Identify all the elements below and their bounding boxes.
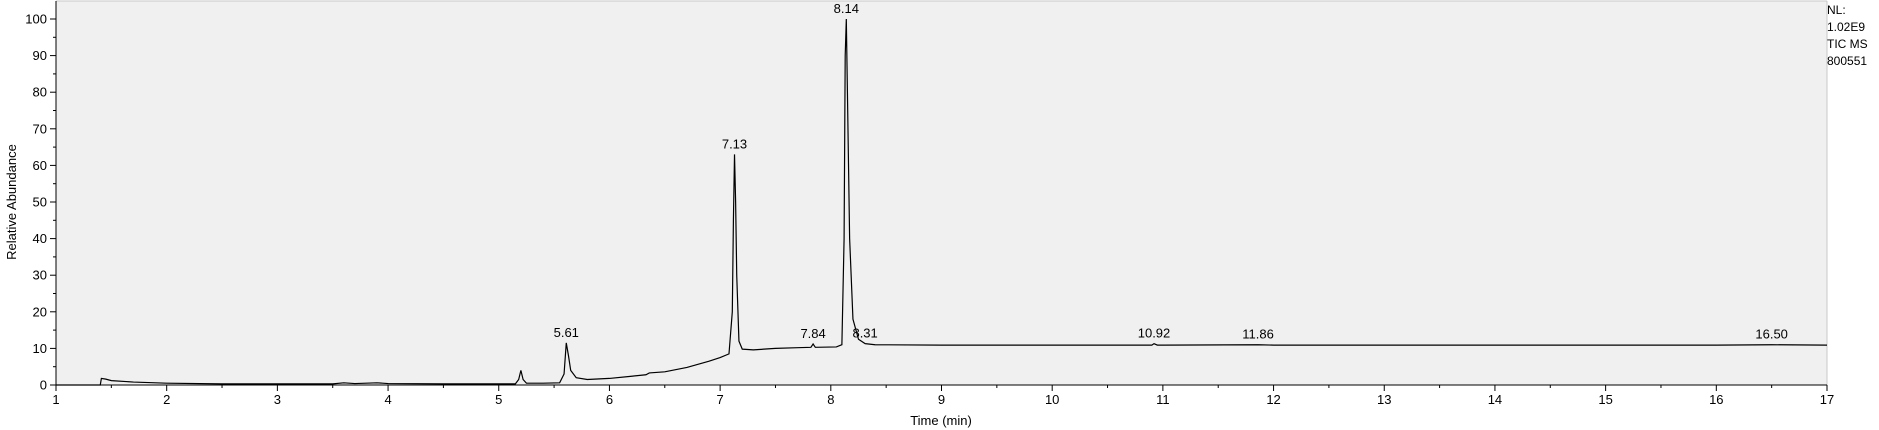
- info-panel: NL: 1.02E9 TIC MS 800551: [1827, 2, 1868, 70]
- y-tick-label: 20: [33, 304, 47, 319]
- x-tick-label: 13: [1377, 392, 1391, 407]
- x-tick-label: 14: [1488, 392, 1502, 407]
- x-tick-label: 2: [163, 392, 170, 407]
- x-tick-label: 10: [1045, 392, 1059, 407]
- sample-id: 800551: [1827, 54, 1868, 68]
- peak-label: 8.31: [852, 326, 877, 341]
- y-tick-label: 100: [25, 12, 47, 27]
- peak-label: 7.13: [722, 136, 747, 151]
- x-axis-title: Time (min): [910, 413, 972, 428]
- x-tick-label: 3: [274, 392, 281, 407]
- x-tick-label: 16: [1709, 392, 1723, 407]
- y-tick-label: 90: [33, 48, 47, 63]
- x-axis: 1 2 3 4 5 6 7 8 9 10 11 12 13 14 15 16 17: [52, 384, 1834, 407]
- x-tick-label: 7: [717, 392, 724, 407]
- y-tick-label: 70: [33, 121, 47, 136]
- peak-label: 10.92: [1138, 326, 1171, 341]
- x-tick-label: 9: [938, 392, 945, 407]
- y-tick-label: 80: [33, 85, 47, 100]
- y-axis: 0 10 20 30 40 50 60 70 80 90 100: [25, 1, 57, 393]
- y-tick-label: 0: [40, 378, 47, 393]
- scan-type: TIC MS: [1827, 37, 1868, 51]
- peak-label: 7.84: [800, 326, 825, 341]
- peak-label: 8.14: [834, 1, 859, 16]
- x-tick-label: 4: [384, 392, 391, 407]
- peak-label: 11.86: [1242, 327, 1274, 342]
- y-tick-label: 30: [33, 268, 47, 283]
- x-tick-label: 1: [52, 392, 59, 407]
- x-tick-label: 5: [495, 392, 502, 407]
- x-tick-label: 12: [1266, 392, 1280, 407]
- x-tick-label: 6: [606, 392, 613, 407]
- tic-trace-line: [56, 18, 1828, 386]
- peak-labels: 5.61 7.13 7.84 8.14 8.31 10.92 11.86 16.50: [554, 1, 1788, 342]
- y-tick-label: 60: [33, 158, 47, 173]
- x-tick-label: 15: [1598, 392, 1612, 407]
- nl-label: NL:: [1827, 3, 1846, 17]
- y-tick-label: 40: [33, 231, 47, 246]
- nl-value: 1.02E9: [1827, 20, 1866, 34]
- peak-label: 16.50: [1755, 327, 1788, 342]
- x-tick-label: 17: [1820, 392, 1834, 407]
- x-tick-label: 11: [1156, 392, 1170, 407]
- peak-label: 5.61: [554, 325, 579, 340]
- x-tick-label: 8: [827, 392, 834, 407]
- y-tick-label: 50: [33, 195, 47, 210]
- plot-background: [56, 1, 1827, 385]
- y-axis-title: Relative Abundance: [4, 144, 19, 260]
- y-tick-label: 10: [33, 341, 47, 356]
